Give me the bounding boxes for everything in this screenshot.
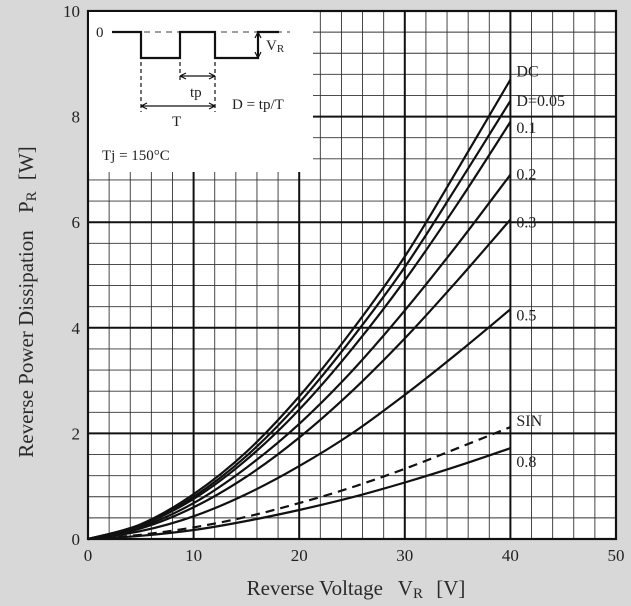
curve-dc [87, 79, 512, 541]
curve-label: SIN [516, 413, 542, 430]
inset-duty-label: D = tp/T [232, 97, 284, 113]
x-tick-label: 30 [396, 546, 413, 565]
x-tick-label: 10 [185, 546, 202, 565]
curve-d-0-05 [87, 100, 512, 541]
x-tick-label: 50 [608, 546, 625, 565]
inset-tp-arrow [179, 72, 216, 80]
inset-period-markers [140, 62, 216, 112]
curve-label: 0.3 [516, 215, 536, 232]
y-tick-label: 6 [72, 213, 81, 232]
curves [87, 79, 512, 541]
curve-0-3 [87, 218, 512, 541]
y-tick-label: 4 [72, 319, 81, 338]
y-tick-label: 10 [63, 2, 80, 21]
x-axis-title: Reverse Voltage VR [V] [247, 576, 466, 603]
curve-0-5 [87, 308, 512, 541]
y-tick-label: 8 [72, 108, 81, 127]
curve-label: 0.2 [516, 167, 536, 184]
inset-period-arrow [140, 102, 216, 110]
curve-0-2 [87, 174, 512, 541]
y-tick-label: 2 [72, 424, 81, 443]
inset-background [89, 12, 313, 172]
curve-label: 0.1 [516, 120, 536, 137]
curve-0-1 [87, 121, 512, 541]
inset-tp-label: tp [190, 85, 202, 101]
y-tick-labels: 0 2 4 6 8 10 [63, 2, 81, 549]
inset-vr-arrow [254, 31, 262, 59]
curve-0-8 [87, 447, 511, 541]
inset-zero-label: 0 [96, 25, 104, 41]
curve-label: D=0.05 [516, 93, 565, 110]
curve-label: DC [516, 64, 538, 81]
y-tick-label: 0 [72, 530, 81, 549]
inset-legend-box: 0 VR tp T D = tp/T Tj = 150°C [89, 12, 313, 172]
x-tick-labels: 0 10 20 30 40 50 [84, 546, 625, 565]
x-tick-label: 40 [502, 546, 519, 565]
inset-tj-label: Tj = 150°C [102, 148, 170, 164]
x-tick-label: 20 [291, 546, 308, 565]
curve-label: 0.5 [516, 307, 536, 324]
curve-sin [87, 426, 511, 541]
y-axis-title: Reverse Power Dissipation PR [W] [14, 146, 41, 457]
curve-labels: DC D=0.05 0.1 0.2 0.3 0.5 SIN 0.8 [516, 64, 565, 472]
inset-vr-label: VR [266, 38, 285, 55]
x-tick-label: 0 [84, 546, 93, 565]
plot-frame [86, 9, 618, 541]
inset-t-label: T [172, 114, 181, 130]
curve-label: 0.8 [516, 454, 536, 471]
